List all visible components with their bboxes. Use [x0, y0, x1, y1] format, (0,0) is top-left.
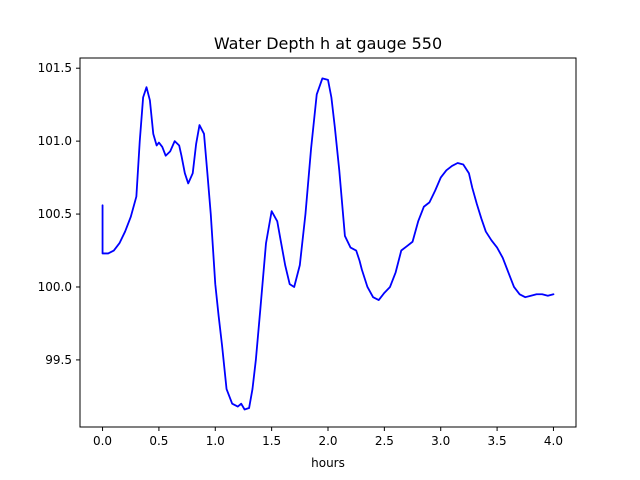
chart-title: Water Depth h at gauge 550: [214, 34, 442, 53]
y-tick-label: 101.0: [38, 134, 72, 148]
y-axis-ticks: 99.5 100.0 100.5 101.0 101.5: [38, 61, 80, 367]
y-tick-label: 100.5: [38, 207, 72, 221]
y-tick-label: 100.0: [38, 280, 72, 294]
x-tick-label: 1.5: [262, 434, 281, 448]
plot-frame: [79, 57, 577, 428]
x-axis-label: hours: [311, 456, 345, 470]
x-tick-label: 0.5: [149, 434, 168, 448]
y-tick-label: 99.5: [45, 353, 72, 367]
x-tick-label: 2.0: [318, 434, 337, 448]
x-axis-ticks: 0.0 0.5 1.0 1.5 2.0 2.5 3.0 3.5 4.0: [93, 427, 563, 448]
x-tick-label: 0.0: [93, 434, 112, 448]
series-line: [101, 77, 555, 411]
x-tick-label: 4.0: [544, 434, 563, 448]
x-tick-label: 3.5: [488, 434, 507, 448]
x-tick-label: 2.5: [375, 434, 394, 448]
x-tick-label: 1.0: [206, 434, 225, 448]
x-tick-label: 3.0: [431, 434, 450, 448]
y-tick-label: 101.5: [38, 61, 72, 75]
